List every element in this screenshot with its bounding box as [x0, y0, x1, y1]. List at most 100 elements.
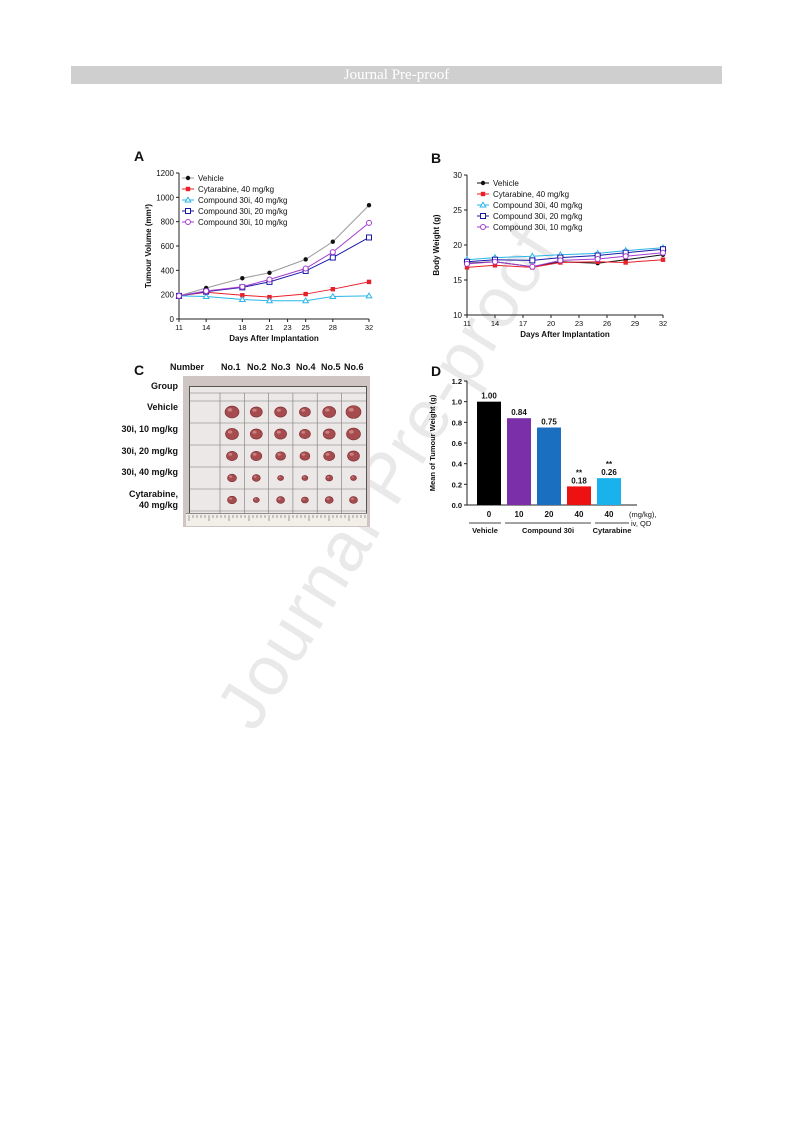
data-point [660, 257, 666, 262]
x-tick-label: 40 [575, 510, 584, 519]
tumour-specimen [225, 428, 239, 440]
tumour-highlight [253, 475, 257, 478]
y-axis-label: Tumour Volume (mm³) [144, 204, 153, 288]
legend-marker [480, 180, 486, 186]
x-tick-label: 26 [603, 319, 611, 328]
x-tick-label: 21 [265, 323, 273, 332]
panel-label-a: A [134, 148, 145, 164]
y-tick-label: 0.0 [452, 501, 462, 510]
x-tick-label: 14 [491, 319, 499, 328]
tumour-specimen [345, 405, 362, 419]
ruler [186, 513, 367, 526]
legend-label: Vehicle [198, 174, 224, 183]
group-label: Group [151, 381, 178, 391]
tumour-specimen [347, 450, 360, 462]
panel-label-b: B [431, 150, 442, 166]
tumour-specimen [350, 475, 357, 481]
data-point [301, 296, 310, 304]
x-tick-label: 32 [365, 323, 373, 332]
legend-marker [480, 191, 486, 197]
x-tick-label: 0 [487, 510, 492, 519]
tumour-specimen [227, 473, 237, 483]
x-tick-label: 14 [202, 323, 210, 332]
data-point [366, 219, 372, 226]
tumour-specimen [277, 475, 284, 481]
tumour-highlight [324, 408, 330, 412]
tumour-specimen [224, 405, 240, 419]
group-row-label: Vehicle [146, 402, 178, 412]
group-row-label: 30i, 20 mg/kg [121, 446, 178, 456]
legend-label: Compound 30i, 10 mg/kg [493, 223, 582, 232]
y-tick-label: 0.2 [452, 480, 462, 489]
data-point [529, 257, 536, 264]
tumour-highlight [227, 408, 233, 412]
legend-marker [479, 201, 487, 208]
tumour-highlight [350, 497, 354, 500]
data-point [622, 253, 629, 260]
data-point [329, 249, 336, 256]
group-label: Cytarabine [593, 526, 632, 535]
data-point [240, 276, 245, 281]
legend-marker [480, 213, 486, 219]
data-point [240, 293, 245, 298]
significance-marker: ** [606, 460, 613, 469]
tumour-highlight [349, 452, 354, 456]
legend-label: Cytarabine, 40 mg/kg [198, 185, 274, 194]
data-point [594, 256, 601, 262]
tumour-specimen [226, 451, 238, 461]
tumour-specimen [301, 475, 309, 481]
legend-label: Compound 30i, 20 mg/kg [198, 207, 287, 216]
legend-marker [185, 186, 191, 192]
y-tick-label: 20 [453, 241, 462, 250]
x-tick-label: 29 [631, 319, 639, 328]
x-tick-label: 23 [283, 323, 291, 332]
x-tick-label: 32 [659, 319, 667, 328]
tumour-specimen [346, 427, 361, 441]
data-point [330, 239, 336, 244]
tumour-specimen [227, 495, 237, 505]
data-point [557, 257, 564, 264]
x-tick-label: 28 [329, 323, 337, 332]
x-tick-label: 10 [515, 510, 524, 519]
header-bar: Journal Pre-proof [71, 66, 722, 84]
bar-value-label: 0.26 [601, 468, 617, 477]
tumour-highlight [326, 497, 330, 500]
data-point [529, 263, 536, 270]
tumour-specimen [252, 474, 261, 482]
y-tick-label: 0.6 [452, 439, 462, 448]
tumour-highlight [229, 475, 233, 478]
data-point [266, 276, 273, 283]
tumour-highlight [348, 407, 354, 412]
data-point [464, 260, 470, 267]
tumour-specimen [275, 451, 286, 461]
tumour-highlight [228, 452, 233, 456]
y-axis-label: Body Weight (g) [432, 214, 441, 276]
y-tick-label: 0 [170, 315, 175, 324]
chart-a-tumour-volume: 0 200 400 600 800 1000 1200 11 14 18 21 23 25 28 32 Day… [144, 169, 373, 343]
legend-marker [185, 219, 191, 225]
tumour-specimen [322, 406, 336, 418]
legend-marker [185, 208, 191, 214]
tumour-highlight [277, 453, 281, 456]
legend-marker [185, 175, 191, 181]
tumour-specimen [274, 406, 287, 418]
x-tick-label: 17 [519, 319, 527, 328]
tumour-highlight [254, 498, 257, 500]
x-tick-label: 23 [575, 319, 583, 328]
number-column-header: Number [170, 362, 205, 372]
tumour-highlight [351, 476, 354, 478]
x-tick-label: 25 [301, 323, 309, 332]
y-tick-label: 0.4 [452, 460, 463, 469]
tumour-highlight [301, 453, 306, 456]
x-axis-label: Days After Implantation [520, 330, 610, 339]
group-label: Compound 30i [522, 526, 574, 535]
group-label: Vehicle [472, 526, 498, 535]
header-title: Journal Pre-proof [343, 67, 450, 83]
tumour-specimen [299, 407, 311, 417]
tumour-highlight [301, 408, 306, 412]
data-point [330, 286, 336, 292]
specimen-column-header: No.6 [344, 362, 364, 372]
specimen-column-header: No.2 [247, 362, 267, 372]
chart-d-tumour-weight: 0.0 0.2 0.4 0.6 0.8 1.0 1.2 Mean of Tumour Weig… [428, 377, 657, 535]
bar [537, 427, 561, 505]
